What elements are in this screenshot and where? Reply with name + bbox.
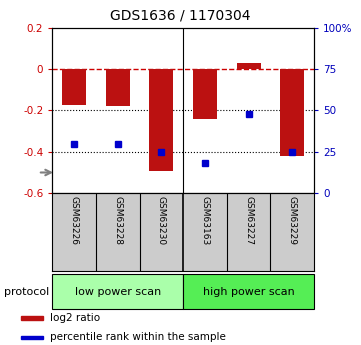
Bar bbox=[237, 63, 261, 69]
Text: GSM63163: GSM63163 bbox=[200, 196, 209, 245]
Bar bbox=[106, 69, 130, 106]
Bar bbox=[62, 69, 86, 105]
Text: GSM63228: GSM63228 bbox=[113, 196, 122, 245]
Bar bbox=[149, 69, 173, 171]
Text: low power scan: low power scan bbox=[75, 287, 161, 296]
Text: GDS1636 / 1170304: GDS1636 / 1170304 bbox=[110, 9, 251, 23]
Bar bbox=[21, 336, 43, 339]
Text: GSM63230: GSM63230 bbox=[157, 196, 166, 245]
Text: GSM63229: GSM63229 bbox=[288, 196, 297, 245]
Bar bbox=[193, 69, 217, 119]
Text: high power scan: high power scan bbox=[203, 287, 295, 296]
Bar bbox=[280, 69, 304, 156]
Text: log2 ratio: log2 ratio bbox=[50, 313, 100, 323]
Text: percentile rank within the sample: percentile rank within the sample bbox=[50, 333, 226, 342]
Bar bbox=[21, 316, 43, 320]
Text: protocol: protocol bbox=[4, 287, 49, 296]
Text: GSM63227: GSM63227 bbox=[244, 196, 253, 245]
Text: GSM63226: GSM63226 bbox=[70, 196, 79, 245]
